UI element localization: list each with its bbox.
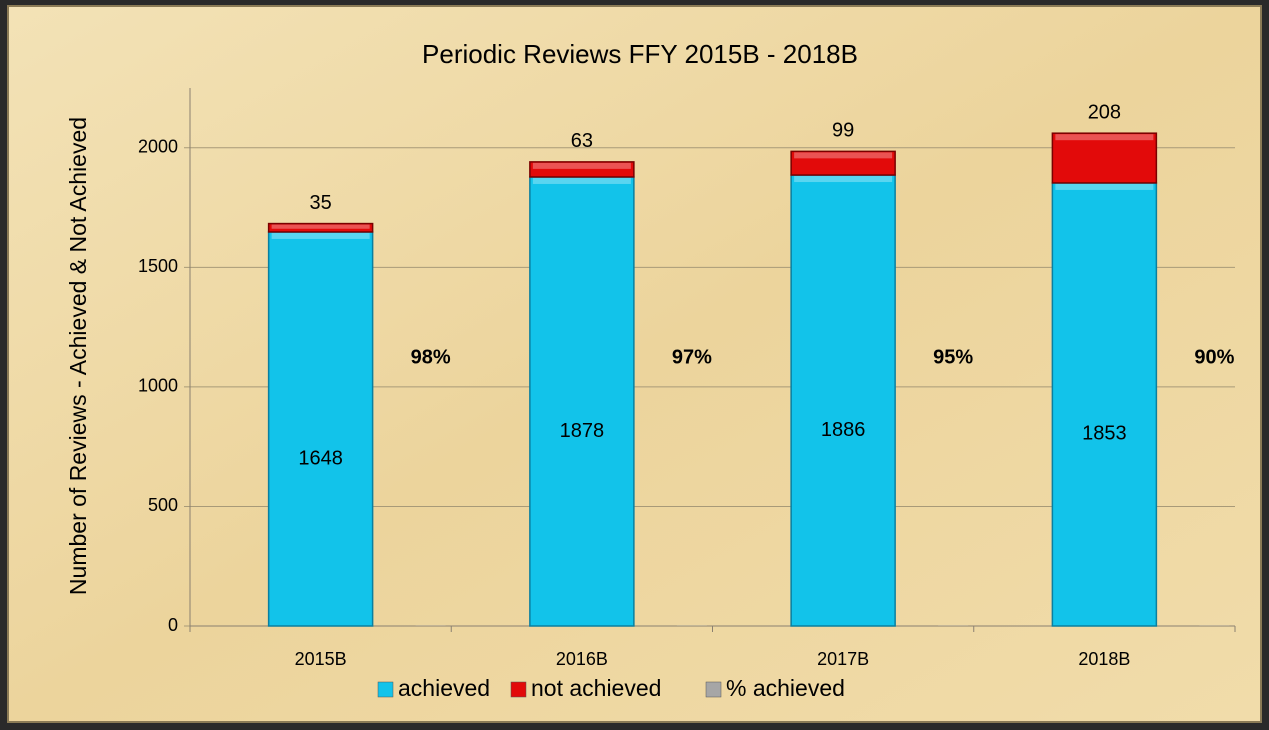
bar-segment (267, 222, 374, 233)
bar-highlight (532, 162, 631, 169)
legend-swatch (510, 681, 527, 698)
legend-label: not achieved (531, 675, 661, 701)
bar-highlight (1055, 134, 1154, 141)
bar-segment (790, 150, 896, 176)
bar-highlight (271, 224, 370, 229)
value-label: 1648 (298, 447, 343, 469)
value-label: 90% (1194, 346, 1234, 368)
x-tick-label: 2016B (556, 649, 608, 669)
y-tick-label: 2000 (138, 137, 178, 157)
x-tick-label: 2015B (295, 649, 347, 669)
value-label: 208 (1088, 101, 1121, 123)
value-label: 98% (411, 346, 451, 368)
y-axis-label: Number of Reviews - Achieved & Not Achie… (65, 116, 91, 596)
bar-highlight (532, 177, 631, 184)
bar-segment (1051, 182, 1158, 627)
chart-title: Periodic Reviews FFY 2015B - 2018B (422, 39, 858, 69)
y-tick-label: 1000 (138, 376, 178, 396)
legend-swatch (705, 681, 722, 698)
value-label: 63 (571, 130, 593, 152)
bar-highlight (794, 176, 893, 183)
legend-label: % achieved (726, 675, 845, 701)
x-tick-label: 2017B (817, 649, 869, 669)
legend-label: achieved (398, 675, 490, 701)
y-tick-label: 0 (168, 615, 178, 635)
bar-highlight (271, 232, 370, 239)
bar-highlight (1055, 183, 1154, 190)
value-label: 1853 (1082, 423, 1127, 445)
bar-segment (1051, 132, 1158, 184)
bar-segment (529, 161, 635, 178)
value-label: 97% (672, 346, 712, 368)
value-label: 1886 (821, 419, 866, 441)
value-label: 99 (832, 120, 854, 142)
value-label: 1878 (560, 420, 605, 442)
y-tick-label: 1500 (138, 256, 178, 276)
bar-segment (790, 174, 896, 627)
bar-segment (529, 176, 635, 627)
y-tick-label: 500 (148, 495, 178, 515)
value-label: 35 (310, 192, 332, 214)
bar-highlight (794, 152, 893, 159)
bar-segment (267, 231, 374, 627)
x-tick-label: 2018B (1078, 649, 1130, 669)
legend-swatch (377, 681, 394, 698)
value-label: 95% (933, 346, 973, 368)
